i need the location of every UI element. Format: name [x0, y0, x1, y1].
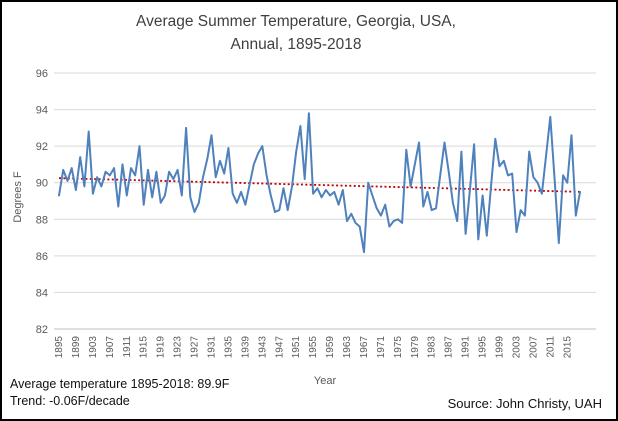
x-tick-label: 1991 [461, 336, 472, 359]
y-tick-label: 96 [36, 68, 48, 80]
x-axis-title: Year [314, 375, 337, 387]
x-tick-label: 1939 [240, 336, 251, 359]
x-tick-label: 2011 [545, 336, 556, 358]
x-tick-label: 1907 [105, 336, 116, 359]
x-tick-label: 1975 [393, 336, 404, 359]
y-tick-label: 92 [36, 141, 48, 153]
x-tick-label: 1915 [139, 336, 150, 359]
x-tick-label: 1995 [478, 336, 489, 359]
y-tick-label: 94 [36, 105, 48, 117]
trend-text: Trend: -0.06F/decade [10, 394, 130, 408]
x-tick-label: 1919 [156, 336, 167, 359]
x-tick-label: 1967 [359, 336, 370, 359]
x-tick-label: 1983 [427, 336, 438, 359]
x-tick-label: 1899 [71, 336, 82, 359]
chart-title: Average Summer Temperature, Georgia, USA… [2, 10, 590, 56]
y-tick-label: 84 [36, 287, 48, 299]
x-tick-label: 1959 [325, 336, 336, 359]
x-tick-label: 1923 [173, 336, 184, 359]
x-tick-label: 1911 [122, 336, 133, 358]
average-temperature-text: Average temperature 1895-2018: 89.9F [10, 377, 230, 391]
x-tick-label: 2003 [511, 336, 522, 359]
x-tick-label: 1951 [291, 336, 302, 359]
y-tick-label: 88 [36, 214, 48, 226]
x-tick-label: 2007 [528, 336, 539, 359]
x-tick-label: 1971 [376, 336, 387, 359]
chart-title-line1: Average Summer Temperature, Georgia, USA… [136, 13, 456, 30]
x-tick-label: 1943 [257, 336, 268, 359]
x-tick-label: 1931 [206, 336, 217, 359]
x-tick-label: 1903 [88, 336, 99, 359]
summary-annotation: Average temperature 1895-2018: 89.9F Tre… [10, 376, 229, 410]
y-axis-title: Degrees F [12, 171, 24, 223]
x-tick-label: 1947 [274, 336, 285, 359]
y-tick-label: 82 [36, 324, 48, 336]
x-tick-label: 2015 [562, 336, 573, 359]
x-tick-label: 1987 [444, 336, 455, 359]
x-tick-label: 1895 [54, 336, 65, 359]
x-tick-label: 1963 [342, 336, 353, 359]
chart-title-line2: Annual, 1895-2018 [230, 36, 362, 53]
x-tick-label: 1927 [190, 336, 201, 359]
temperature-series-line [58, 112, 581, 254]
x-tick-label: 1935 [223, 336, 234, 359]
x-tick-label: 1999 [495, 336, 506, 359]
x-tick-label: 1979 [410, 336, 421, 359]
x-tick-label: 1955 [308, 336, 319, 359]
trend-line [58, 177, 581, 193]
y-tick-label: 86 [36, 251, 48, 263]
y-tick-label: 90 [36, 178, 48, 190]
source-note: Source: John Christy, UAH [447, 396, 602, 411]
